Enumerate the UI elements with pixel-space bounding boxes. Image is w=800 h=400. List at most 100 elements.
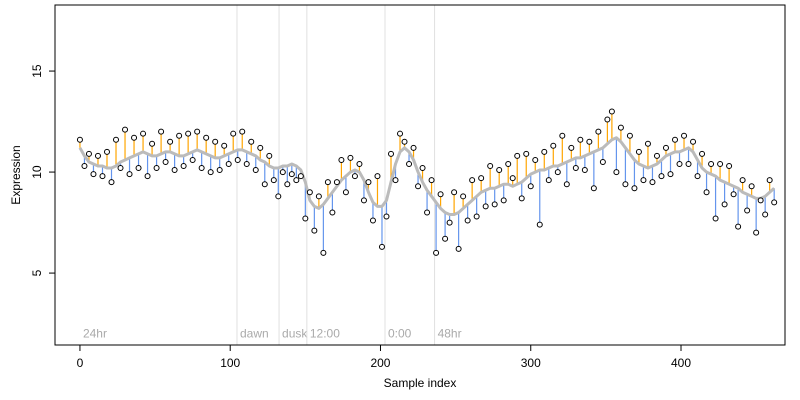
point xyxy=(126,171,133,178)
point xyxy=(487,163,494,170)
point xyxy=(608,108,615,115)
point xyxy=(771,199,778,206)
point xyxy=(131,134,138,141)
point xyxy=(76,136,83,143)
point xyxy=(257,144,264,151)
point xyxy=(225,160,232,167)
point xyxy=(536,221,543,228)
point xyxy=(198,165,205,172)
point xyxy=(451,189,458,196)
point xyxy=(559,132,566,139)
y-axis-label: Expression xyxy=(9,145,23,204)
point xyxy=(397,130,404,137)
point xyxy=(455,245,462,252)
point xyxy=(739,177,746,184)
point xyxy=(482,203,489,210)
point xyxy=(135,165,142,172)
point xyxy=(599,158,606,165)
point xyxy=(230,130,237,137)
point xyxy=(550,142,557,149)
point xyxy=(180,163,187,170)
point xyxy=(239,128,246,135)
point xyxy=(766,177,773,184)
point xyxy=(194,128,201,135)
point xyxy=(261,181,268,188)
point xyxy=(442,235,449,242)
point xyxy=(568,144,575,151)
point xyxy=(712,215,719,222)
point xyxy=(726,163,733,170)
point xyxy=(622,181,629,188)
point xyxy=(387,150,394,157)
point xyxy=(351,173,358,180)
point xyxy=(604,116,611,123)
point xyxy=(572,165,579,172)
point xyxy=(158,128,165,135)
point xyxy=(523,150,530,157)
point xyxy=(410,144,417,151)
point xyxy=(644,140,651,147)
point xyxy=(333,179,340,186)
point xyxy=(730,191,737,198)
point xyxy=(203,134,210,141)
point xyxy=(252,167,259,174)
point xyxy=(171,167,178,174)
point xyxy=(360,197,367,204)
point xyxy=(415,183,422,190)
point xyxy=(162,158,169,165)
point xyxy=(635,148,642,155)
point xyxy=(658,173,665,180)
point xyxy=(694,173,701,180)
x-axis-label: Sample index xyxy=(384,376,457,390)
x-tick-label: 300 xyxy=(521,356,541,370)
point xyxy=(437,191,444,198)
point xyxy=(703,189,710,196)
point xyxy=(338,156,345,163)
point xyxy=(90,171,97,178)
point xyxy=(117,165,124,172)
point xyxy=(672,136,679,143)
point xyxy=(406,160,413,167)
point xyxy=(103,148,110,155)
point xyxy=(275,193,282,200)
point xyxy=(392,177,399,184)
point xyxy=(545,177,552,184)
point xyxy=(757,197,764,204)
point xyxy=(383,213,390,220)
point xyxy=(153,165,160,172)
point xyxy=(279,169,286,176)
point xyxy=(216,167,223,174)
point xyxy=(667,171,674,178)
point xyxy=(365,179,372,186)
point xyxy=(500,197,507,204)
point xyxy=(428,177,435,184)
point xyxy=(554,169,561,176)
point xyxy=(185,130,192,137)
point xyxy=(491,201,498,208)
point xyxy=(266,152,273,159)
point xyxy=(85,150,92,157)
point xyxy=(617,124,624,131)
point xyxy=(320,249,327,256)
point xyxy=(496,167,503,174)
point xyxy=(464,217,471,224)
event-label: 12:00 xyxy=(310,327,340,341)
event-label: dusk xyxy=(282,327,308,341)
point xyxy=(288,171,295,178)
point xyxy=(753,229,760,236)
point xyxy=(374,173,381,180)
point xyxy=(626,132,633,139)
point xyxy=(248,138,255,145)
point xyxy=(631,185,638,192)
point xyxy=(329,209,336,216)
point xyxy=(735,223,742,230)
point xyxy=(342,189,349,196)
point xyxy=(108,179,115,186)
point xyxy=(284,181,291,188)
point xyxy=(446,219,453,226)
point xyxy=(640,177,647,184)
point xyxy=(401,138,408,145)
point xyxy=(306,189,313,196)
point xyxy=(369,217,376,224)
point xyxy=(653,152,660,159)
